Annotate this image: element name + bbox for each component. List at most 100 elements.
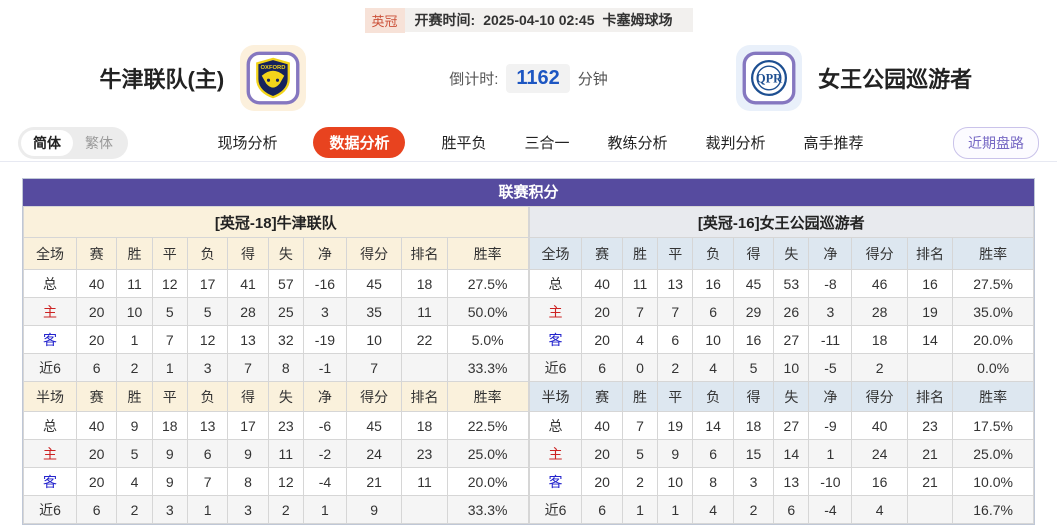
stat-cell: 33.3% — [446, 353, 529, 382]
row-label: 近6 — [528, 353, 583, 382]
stat-cell: -1 — [302, 353, 347, 382]
language-toggle[interactable]: 简体 繁体 — [18, 126, 128, 159]
stat-cell: 27 — [773, 411, 810, 440]
stat-cell: 40 — [581, 269, 623, 298]
stat-cell: 7 — [151, 325, 188, 354]
column-header: 失 — [773, 237, 810, 270]
stat-cell: 19 — [906, 297, 954, 326]
stat-cell: 20 — [581, 467, 623, 496]
stat-cell: -4 — [808, 495, 853, 524]
nav-tab[interactable]: 数据分析 — [313, 127, 406, 158]
stat-cell: 10.0% — [952, 467, 1034, 496]
stat-cell: 18 — [851, 325, 908, 354]
nav-tab[interactable]: 三合一 — [524, 135, 570, 152]
stat-cell: 2 — [732, 495, 775, 524]
venue-name: 卡塞姆球场 — [602, 12, 673, 28]
row-label: 客 — [528, 325, 583, 354]
column-header: 胜率 — [446, 237, 529, 270]
stat-cell: 0 — [621, 353, 659, 382]
table-row: 客 20 4 9 7 8 12 -4 21 11 20.0% — [23, 467, 529, 496]
row-label: 总 — [528, 411, 583, 440]
table-row: 总 40 11 13 16 45 53 -8 46 16 27.5% — [528, 269, 1034, 298]
table-row: 客 20 4 6 10 16 27 -11 18 14 20.0% — [528, 325, 1034, 354]
recent-odds-button[interactable]: 近期盘路 — [953, 126, 1039, 159]
match-info-bar: 英冠 开赛时间: 2025-04-10 02:45 卡塞姆球场 — [0, 0, 1057, 33]
stat-cell: 7 — [657, 297, 694, 326]
nav-tab[interactable]: 裁判分析 — [705, 135, 766, 152]
stat-cell: 21 — [345, 467, 403, 496]
column-header: 半场 — [528, 381, 583, 412]
nav-tab[interactable]: 高手推荐 — [803, 135, 864, 152]
stat-cell: 6 — [692, 297, 734, 326]
nav-tabs: 现场分析 数据分析 胜平负 三合一 教练分析 裁判分析 高手推荐 — [128, 127, 953, 158]
stat-cell: 5 — [621, 439, 659, 468]
stat-cell: 4 — [851, 495, 908, 524]
stat-cell: 27.5% — [952, 269, 1034, 298]
nav-tab[interactable]: 教练分析 — [607, 135, 668, 152]
stat-cell: -2 — [302, 439, 347, 468]
table-row: 客 20 2 10 8 3 13 -10 16 21 10.0% — [528, 467, 1034, 496]
stat-cell: 16 — [692, 269, 734, 298]
column-header: 排名 — [401, 381, 448, 412]
stat-cell: 20 — [75, 439, 118, 468]
team-section-title: [英冠-16]女王公园巡游者 — [528, 206, 1034, 238]
stat-cell: 1 — [657, 495, 694, 524]
nav-tab[interactable]: 胜平负 — [441, 135, 487, 152]
stat-cell: 20 — [75, 325, 118, 354]
stat-cell: 6 — [657, 325, 694, 354]
stat-cell: 33.3% — [446, 495, 529, 524]
stat-cell: 16 — [851, 467, 908, 496]
table-row: 总 40 11 12 17 41 57 -16 45 18 27.5% — [23, 269, 529, 298]
stat-cell: 21 — [906, 467, 954, 496]
stat-cell: -8 — [808, 269, 853, 298]
stat-cell: 13 — [186, 411, 229, 440]
row-label: 主 — [528, 439, 583, 468]
row-label: 近6 — [23, 495, 77, 524]
stat-cell — [401, 495, 448, 524]
stat-cell: 16 — [906, 269, 954, 298]
stat-cell: -6 — [302, 411, 347, 440]
column-header: 得分 — [345, 237, 403, 270]
stat-cell: 6 — [75, 495, 118, 524]
stat-cell: 12 — [186, 325, 229, 354]
stat-cell: 3 — [302, 297, 347, 326]
column-header: 平 — [657, 237, 694, 270]
stat-cell: 4 — [692, 353, 734, 382]
column-header: 排名 — [401, 237, 448, 270]
row-label: 客 — [23, 325, 77, 354]
stat-cell: 16.7% — [952, 495, 1034, 524]
stat-cell: 4 — [692, 495, 734, 524]
column-header: 胜 — [116, 381, 153, 412]
stat-cell: 10 — [345, 325, 403, 354]
column-header: 净 — [302, 237, 347, 270]
stat-cell: 7 — [345, 353, 403, 382]
stat-cell: 2 — [116, 353, 153, 382]
stat-cell: 8 — [692, 467, 734, 496]
match-teams-header: 牛津联队(主) OXFORD 倒计时: 1162 分钟 QPR 女王公园 — [0, 32, 1057, 124]
column-header: 全场 — [528, 237, 583, 270]
stat-cell: 25.0% — [446, 439, 529, 468]
lang-option[interactable]: 繁体 — [85, 134, 113, 151]
league-badge[interactable]: 英冠 — [364, 7, 405, 33]
stat-cell: 13 — [657, 269, 694, 298]
stat-cell: 3 — [186, 353, 229, 382]
stat-cell: -9 — [808, 411, 853, 440]
stat-cell: 40 — [851, 411, 908, 440]
stat-cell: 4 — [621, 325, 659, 354]
stat-cell: 0.0% — [952, 353, 1034, 382]
stat-cell: -4 — [302, 467, 347, 496]
stat-cell: 46 — [851, 269, 908, 298]
stat-cell: 14 — [692, 411, 734, 440]
table-row: 总 40 9 18 13 17 23 -6 45 18 22.5% — [23, 411, 529, 440]
row-label: 主 — [23, 297, 77, 326]
kickoff-time: 2025-04-10 02:45 — [483, 12, 595, 28]
stat-cell: 10 — [657, 467, 694, 496]
table-title: 联赛积分 — [23, 179, 1034, 206]
stat-cell: 14 — [773, 439, 810, 468]
lang-option[interactable]: 简体 — [21, 129, 73, 156]
column-header: 胜 — [621, 237, 659, 270]
stat-cell: 18 — [732, 411, 775, 440]
stat-cell: 2 — [657, 353, 694, 382]
stat-cell: 15 — [732, 439, 775, 468]
nav-tab[interactable]: 现场分析 — [217, 135, 278, 152]
